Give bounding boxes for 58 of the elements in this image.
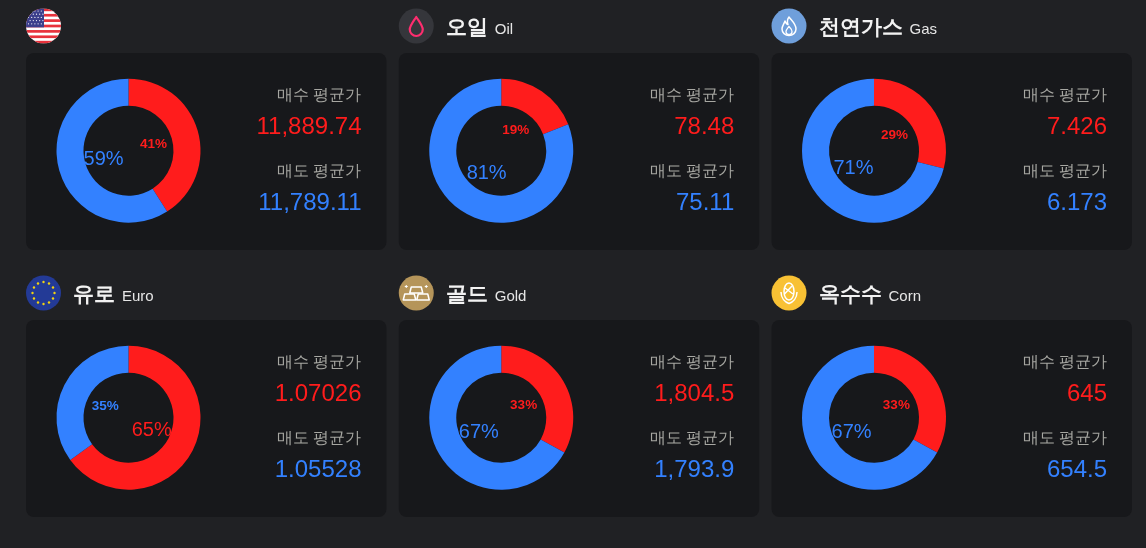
text: 645 xyxy=(1066,379,1107,406)
chart-subtitle: Euro xyxy=(122,286,154,304)
text: 11,889.74 xyxy=(256,112,362,139)
chart-title: 골드 xyxy=(445,281,488,305)
donut-slice xyxy=(128,78,201,212)
data-label: 19% xyxy=(502,121,530,137)
data-label: 71% xyxy=(833,155,874,178)
donut-slice xyxy=(70,345,201,490)
text: 654.5 xyxy=(1046,455,1107,482)
text: 11,789.11 xyxy=(258,188,362,215)
donut-slice xyxy=(56,345,129,461)
chart-title: 오일 xyxy=(445,14,488,38)
text: 1,793.9 xyxy=(654,455,735,482)
chart-subtitle: Corn xyxy=(888,286,922,304)
text: 78.48 xyxy=(674,112,735,139)
text: 매수 평균가 xyxy=(277,353,362,370)
donut-slice xyxy=(429,345,565,490)
text: 매도 평균가 xyxy=(649,429,735,446)
data-label: 33% xyxy=(510,396,538,412)
text: 매수 평균가 xyxy=(649,353,735,370)
chart-subtitle: Gas xyxy=(909,19,938,37)
data-label: 67% xyxy=(831,419,872,442)
chart-title: 천연가스 xyxy=(818,14,903,38)
text: 1.05528 xyxy=(274,455,362,482)
text: 매도 평균가 xyxy=(1022,162,1107,179)
chart-subtitle: Gold xyxy=(494,286,527,304)
data-label: 59% xyxy=(83,146,124,169)
donut-slice xyxy=(874,345,946,453)
chart-title: 유로 xyxy=(73,281,115,305)
text: 1.07026 xyxy=(274,379,362,406)
data-label: 29% xyxy=(881,127,909,143)
text: 1,804.5 xyxy=(654,379,735,406)
donut-slice xyxy=(802,78,944,223)
text: 매도 평균가 xyxy=(277,429,362,446)
text: 매도 평균가 xyxy=(277,162,362,179)
donut-slice xyxy=(501,345,574,453)
donut-slice xyxy=(56,78,168,223)
text: 75.11 xyxy=(675,188,735,215)
data-label: 65% xyxy=(131,418,172,441)
data-label: 35% xyxy=(91,398,119,414)
text: 매수 평균가 xyxy=(649,86,735,103)
data-label: 41% xyxy=(139,135,167,151)
data-label: 33% xyxy=(882,396,910,412)
chart-title: 옥수수 xyxy=(818,281,882,305)
text: 매도 평균가 xyxy=(1022,429,1107,446)
text: 7.426 xyxy=(1046,112,1107,139)
donut-slice xyxy=(802,345,938,490)
text: 매도 평균가 xyxy=(649,162,735,179)
text: 6.173 xyxy=(1046,188,1107,215)
data-label: 81% xyxy=(466,161,507,184)
data-label: 67% xyxy=(458,419,500,442)
text: 매수 평균가 xyxy=(1022,353,1107,370)
donut-slice xyxy=(501,78,569,135)
text: 매수 평균가 xyxy=(1022,86,1107,103)
donut-slice xyxy=(874,78,946,169)
text: 매수 평균가 xyxy=(277,86,362,103)
chart-subtitle: Oil xyxy=(494,19,514,37)
donut-slice xyxy=(429,78,574,223)
